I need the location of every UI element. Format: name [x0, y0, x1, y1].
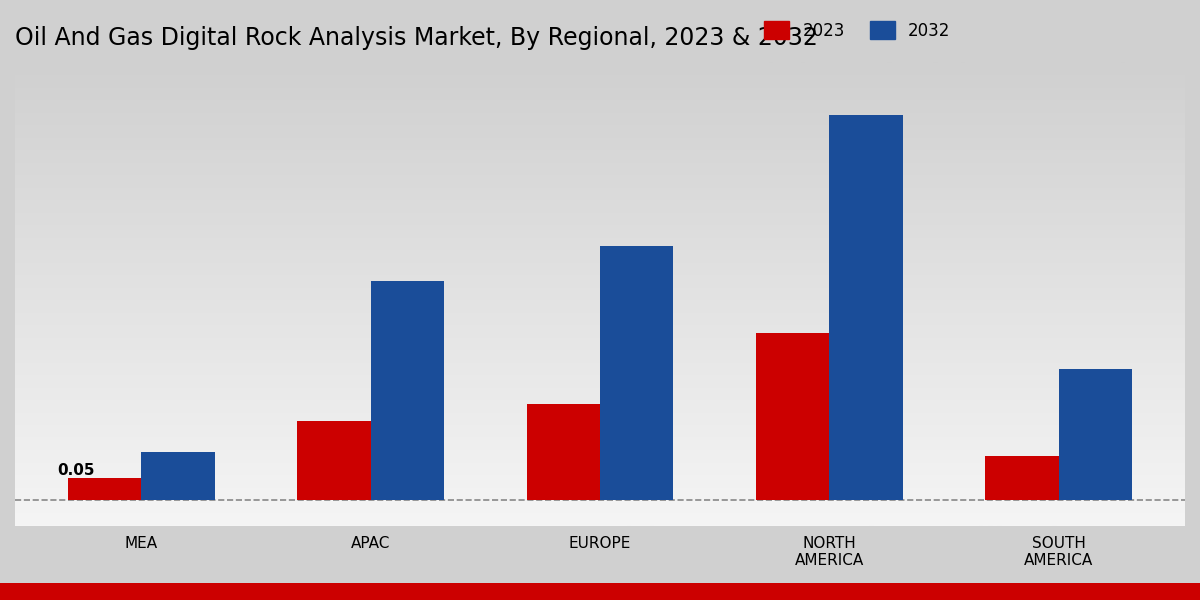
Bar [756, 334, 829, 500]
Bar [67, 478, 142, 500]
Bar [600, 246, 673, 500]
Bar [1058, 368, 1133, 500]
Bar [829, 115, 902, 500]
Bar [371, 281, 444, 500]
Text: 0.05: 0.05 [58, 463, 95, 478]
Legend: 2023, 2032: 2023, 2032 [757, 15, 958, 46]
Bar [298, 421, 371, 500]
Bar [527, 404, 600, 500]
Text: Oil And Gas Digital Rock Analysis Market, By Regional, 2023 & 2032: Oil And Gas Digital Rock Analysis Market… [16, 26, 818, 50]
Bar [985, 456, 1058, 500]
Bar [142, 452, 215, 500]
